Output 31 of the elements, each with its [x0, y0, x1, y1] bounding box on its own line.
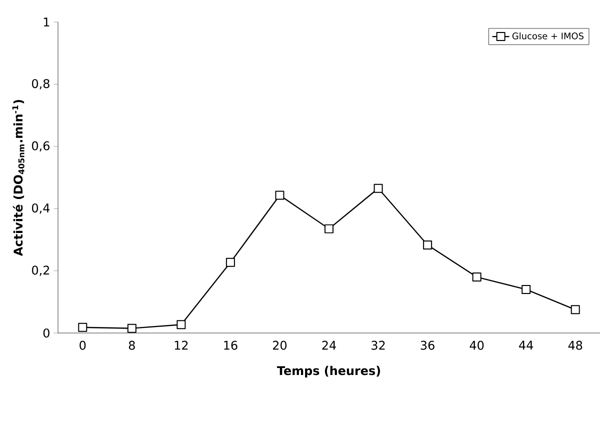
- point: [324, 224, 334, 234]
- point: [570, 305, 580, 314]
- x-tick-label: 0: [80, 340, 86, 350]
- x-tick-label: 40: [470, 340, 484, 350]
- x-axis-title: Temps (heures): [276, 366, 380, 378]
- x-tick-label: 44: [519, 340, 534, 350]
- y-tick-label: 0,4: [32, 203, 50, 214]
- x-tick-label: 36: [420, 340, 434, 350]
- y-tick-label: 0,2: [32, 266, 50, 276]
- x-tick-label: 48: [568, 340, 582, 350]
- y-axis-title: Activité (DO$_{405nm}$.min$^{-1}$): [12, 100, 24, 256]
- x-tick-label: 12: [174, 340, 188, 350]
- x-tick-label: 8: [128, 340, 135, 350]
- point: [78, 322, 88, 332]
- point: [522, 284, 531, 294]
- x-tick-label: 16: [224, 340, 238, 350]
- x-tick-label: 20: [273, 340, 287, 350]
- point: [127, 324, 136, 333]
- point: [374, 184, 383, 193]
- point: [226, 258, 235, 267]
- y-tick-label: 0: [43, 328, 50, 338]
- point: [472, 272, 482, 282]
- point: [423, 240, 432, 250]
- y-tick-label: 0,6: [32, 141, 50, 152]
- legend-label: Glucose + IMOS: [512, 32, 584, 40]
- x-tick-label: 32: [372, 340, 385, 350]
- y-tick-label: 1: [44, 18, 50, 26]
- point: [176, 320, 186, 330]
- point: [275, 190, 284, 200]
- x-tick-label: 24: [322, 340, 336, 350]
- y-tick-label: 0,8: [32, 79, 50, 90]
